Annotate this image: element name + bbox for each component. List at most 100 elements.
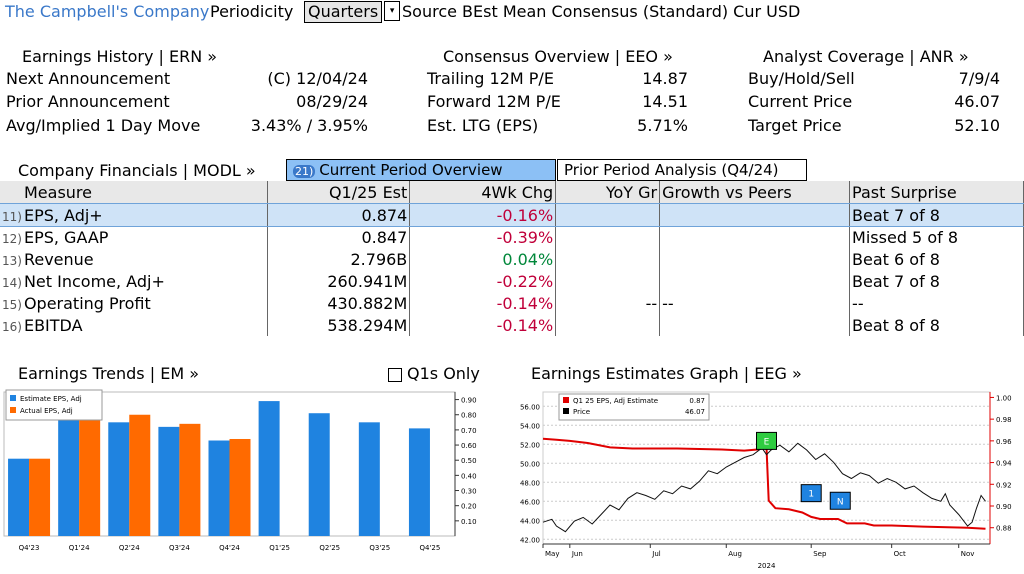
y-left-tick-label: 52.00 <box>520 441 540 449</box>
y-tick-label: 0.10 <box>461 518 477 526</box>
y-right-tick-label: 0.96 <box>996 438 1012 446</box>
event-marker-label: N <box>837 497 844 507</box>
table-row[interactable]: 13) Revenue 2.796B 0.04% Beat 6 of 8 <box>0 248 1024 270</box>
periodicity-dropdown[interactable]: Quarters ▾ <box>304 1 401 23</box>
bar <box>258 401 280 536</box>
col-measure[interactable]: Measure <box>0 181 269 204</box>
row-number: 11) <box>2 209 22 224</box>
y-tick-label: 0.50 <box>461 457 477 465</box>
top-bar: The Campbell's Company Periodicity Quart… <box>0 0 1024 24</box>
col-estimate[interactable]: Q1/25 Est <box>267 181 411 204</box>
y-left-tick-label: 46.00 <box>520 498 540 506</box>
estimate-value: 0.847 <box>267 226 411 248</box>
measure-name: Operating Profit <box>23 293 151 313</box>
y-tick-label: 0.40 <box>461 472 477 480</box>
y-left-tick-label: 54.00 <box>520 422 540 430</box>
company-financials-title[interactable]: Company Financials | MODL » <box>18 161 256 180</box>
col-growth-vs-peers[interactable]: Growth vs Peers <box>659 181 851 204</box>
tab-number: 21) <box>293 165 316 178</box>
q1s-only-label: Q1s Only <box>407 364 480 383</box>
legend-swatch <box>563 408 569 414</box>
periodicity-value[interactable]: Quarters <box>304 1 383 23</box>
y-tick-label: 0.80 <box>461 412 477 420</box>
earnings-estimates-chart: 56.00 54.00 52.00 50.00 48.00 46.00 44.00 42.00… <box>520 391 1012 570</box>
measure-name: Net Income, Adj+ <box>23 271 165 291</box>
forward-pe-label: Forward 12M P/E <box>427 92 561 111</box>
peers-value <box>659 314 851 336</box>
legend-label: Price <box>573 408 590 416</box>
prior-announcement-value: 08/29/24 <box>296 92 368 111</box>
chg-value: -0.16% <box>409 203 557 226</box>
tab-current-period[interactable]: 21)Current Period Overview (Q1/25) <box>286 159 556 201</box>
col-yoy-growth[interactable]: YoY Gr <box>555 181 661 204</box>
y-tick-label: 0.70 <box>461 427 477 435</box>
table-row[interactable]: 11) EPS, Adj+ 0.874 -0.16% Beat 7 of 8 <box>0 202 1024 227</box>
yoy-value: -- <box>555 292 661 314</box>
q1s-only-toggle[interactable]: Q1s Only <box>388 364 480 383</box>
buy-hold-sell-label: Buy/Hold/Sell <box>748 69 855 88</box>
earnings-history-title[interactable]: Earnings History | ERN » <box>22 47 218 66</box>
avg-move-label: Avg/Implied 1 Day Move <box>6 116 201 135</box>
x-tick-label: Q4'25 <box>420 544 441 552</box>
yoy-value <box>555 314 661 336</box>
measure-name: EBITDA <box>23 315 83 335</box>
col-past-surprise[interactable]: Past Surprise <box>849 181 1024 204</box>
earnings-estimates-title[interactable]: Earnings Estimates Graph | EEG » <box>531 364 802 383</box>
tab-prior-period[interactable]: Prior Period Analysis (Q4/24) <box>557 159 807 181</box>
event-marker <box>800 484 822 503</box>
estimate-value: 260.941M <box>267 270 411 292</box>
y-left-tick-label: 44.00 <box>520 517 540 525</box>
peers-value <box>659 270 851 292</box>
bar <box>208 440 230 536</box>
y-tick-label: 0.20 <box>461 503 477 511</box>
row-number: 12) <box>2 231 22 246</box>
ltg-value: 5.71% <box>637 116 688 135</box>
legend-swatch <box>10 407 16 413</box>
x-tick-label: Nov <box>961 550 975 558</box>
bar <box>408 428 430 536</box>
bar <box>58 416 80 536</box>
company-name[interactable]: The Campbell's Company <box>5 2 210 21</box>
trailing-pe-value: 14.87 <box>642 69 688 88</box>
peers-value <box>659 226 851 248</box>
yoy-value <box>555 270 661 292</box>
trailing-pe-label: Trailing 12M P/E <box>427 69 554 88</box>
y-right-tick-label: 0.98 <box>996 416 1012 424</box>
chevron-down-icon[interactable]: ▾ <box>384 1 401 21</box>
financials-table: Measure Q1/25 Est 4Wk Chg YoY Gr Growth … <box>0 181 1024 336</box>
x-tick-label: Aug <box>728 550 742 558</box>
table-row[interactable]: 16) EBITDA 538.294M -0.14% Beat 8 of 8 <box>0 314 1024 336</box>
table-row[interactable]: 15) Operating Profit 430.882M -0.14% -- -… <box>0 292 1024 314</box>
analyst-coverage-title[interactable]: Analyst Coverage | ANR » <box>763 47 969 66</box>
estimate-value: 2.796B <box>267 248 411 270</box>
table-row[interactable]: 14) Net Income, Adj+ 260.941M -0.22% Beat… <box>0 270 1024 292</box>
source-text: Source BEst Mean Consensus (Standard) Cu… <box>402 2 801 21</box>
measure-name: EPS, GAAP <box>23 227 109 247</box>
legend-swatch <box>563 397 569 403</box>
legend-box <box>558 393 710 421</box>
measure-name: EPS, Adj+ <box>23 205 103 225</box>
ltg-label: Est. LTG (EPS) <box>427 116 539 135</box>
event-marker-label: 1 <box>808 490 814 500</box>
yoy-value <box>555 203 661 226</box>
checkbox-icon[interactable] <box>388 367 402 382</box>
y-tick-label: 0.30 <box>461 488 477 496</box>
y-left-tick-label: 50.00 <box>520 460 540 468</box>
x-tick-label: Jun <box>571 550 583 558</box>
bar <box>129 414 151 536</box>
consensus-overview-title[interactable]: Consensus Overview | EEO » <box>443 47 673 66</box>
bar <box>29 458 51 536</box>
bar <box>179 423 201 536</box>
x-tick-label: May <box>545 550 559 558</box>
bar <box>308 413 330 536</box>
yoy-value <box>555 248 661 270</box>
estimate-line <box>542 437 986 530</box>
surprise-value: -- <box>849 292 1024 314</box>
col-4wk-chg[interactable]: 4Wk Chg <box>409 181 557 204</box>
table-row[interactable]: 12) EPS, GAAP 0.847 -0.39% Missed 5 of 8 <box>0 226 1024 248</box>
row-number: 16) <box>2 319 22 334</box>
earnings-trends-title[interactable]: Earnings Trends | EM » <box>18 364 199 383</box>
earnings-trends-chart: 0.90 0.80 0.70 0.60 0.50 0.40 0.30 0.20 0.10 Q4'2… <box>3 389 477 552</box>
bar <box>158 426 180 536</box>
y-left-tick-label: 42.00 <box>520 536 540 544</box>
